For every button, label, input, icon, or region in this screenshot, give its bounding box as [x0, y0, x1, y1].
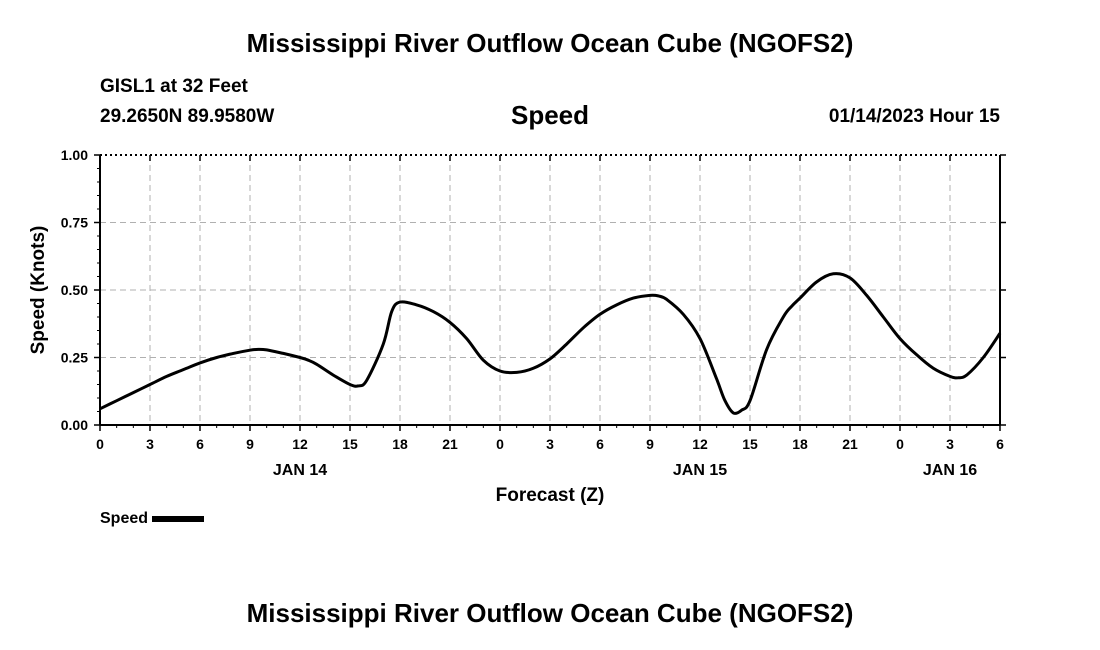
x-tick-label: 9: [646, 436, 654, 452]
legend-label: Speed: [100, 510, 149, 527]
y-tick-label: 0.75: [61, 215, 88, 231]
y-tick-label: 0.25: [61, 350, 88, 366]
x-tick-label: 3: [546, 436, 554, 452]
day-label: JAN 16: [923, 462, 977, 479]
y-tick-label: 1.00: [61, 147, 88, 163]
x-tick-label: 9: [246, 436, 254, 452]
coordinates-label: 29.2650N 89.9580W: [100, 106, 275, 127]
x-tick-label: 6: [196, 436, 204, 452]
day-label: JAN 15: [673, 462, 727, 479]
x-tick-label: 3: [946, 436, 954, 452]
chart-title: Speed: [510, 100, 590, 130]
x-tick-label: 3: [146, 436, 154, 452]
main-title-bottom: Mississippi River Outflow Ocean Cube (NG…: [246, 598, 854, 628]
legend: Speed: [100, 510, 205, 528]
speed-series-line: [99, 272, 1002, 415]
x-tick-label: 18: [792, 436, 808, 452]
x-tick-label: 6: [596, 436, 604, 452]
day-label: JAN 14: [273, 462, 327, 479]
x-tick-label: 0: [496, 436, 504, 452]
x-axis-title: Forecast (Z): [496, 485, 605, 506]
x-tick-label: 12: [692, 436, 708, 452]
y-tick-label: 0.00: [61, 417, 88, 433]
legend-swatch: [152, 516, 205, 522]
grid-lines: [100, 155, 1000, 425]
series-layer: [99, 272, 1002, 415]
x-tick-label: 18: [392, 436, 408, 452]
x-tick-label: 0: [896, 436, 904, 452]
main-title-top: Mississippi River Outflow Ocean Cube (NG…: [246, 28, 854, 58]
axes: [94, 154, 1006, 431]
y-tick-label: 0.50: [61, 282, 88, 298]
x-tick-label: 12: [292, 436, 308, 452]
y-axis-title: Speed (Knots): [28, 226, 49, 355]
datetime-label: 01/14/2023 Hour 15: [828, 106, 1000, 127]
x-tick-label: 0: [96, 436, 104, 452]
station-label: GISL1 at 32 Feet: [100, 76, 248, 97]
x-tick-label: 21: [442, 436, 458, 452]
axis-labels: 0 3 6 9 12 15 18 21 0 3 6 9 12 15 18 21 0 3 6 0.00 0.25 0.50 0…: [28, 147, 1004, 506]
x-tick-label: 21: [842, 436, 858, 452]
x-tick-label: 15: [342, 436, 358, 452]
x-tick-label: 6: [996, 436, 1004, 452]
x-tick-label: 15: [742, 436, 758, 452]
